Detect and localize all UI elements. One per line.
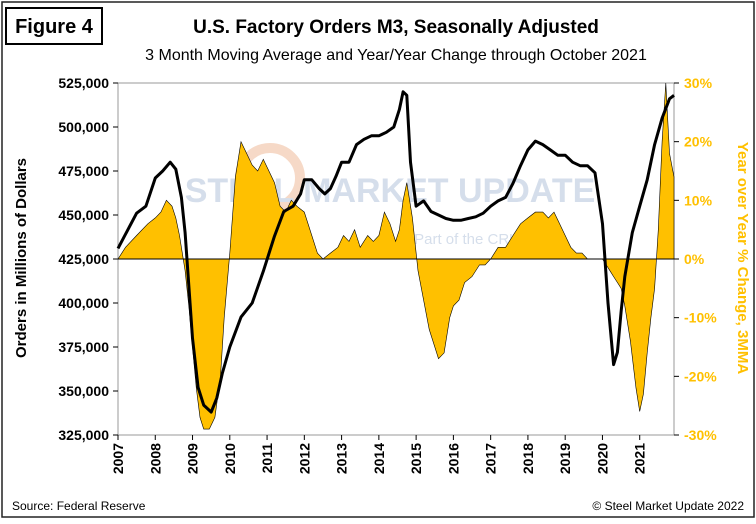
y-tick-label: 525,000 [58, 75, 109, 91]
x-tick-label: 2013 [334, 443, 350, 474]
chart-title: U.S. Factory Orders M3, Seasonally Adjus… [193, 17, 599, 38]
orders-line [116, 90, 675, 414]
y-tick-label: 475,000 [58, 163, 109, 179]
x-tick-label: 2018 [520, 443, 536, 474]
x-tick-label: 2010 [222, 443, 238, 474]
x-tick-label: 2019 [557, 443, 573, 474]
y-tick-label: 375,000 [58, 339, 109, 355]
orders-line-path [116, 90, 675, 414]
y-tick-label: 425,000 [58, 251, 109, 267]
yoy-change-area-path [117, 82, 675, 430]
x-tick-label: 2007 [110, 443, 126, 474]
x-tick-label: 2021 [632, 443, 648, 474]
y2-axis-title: Year over Year % Change, 3MMA [734, 142, 751, 374]
x-tick-label: 2009 [185, 443, 201, 474]
x-tick-label: 2008 [147, 443, 163, 474]
x-tick-label: 2015 [408, 443, 424, 474]
right-axis-ticks: 30% 20% 10% 0% -10% -20% -30% [674, 75, 717, 443]
x-tick-label: 2020 [594, 443, 610, 474]
y-tick-label: 350,000 [58, 383, 109, 399]
y-tick-label: 500,000 [58, 119, 109, 135]
x-tick-label: 2016 [445, 443, 461, 474]
x-axis-ticks: 2007 2008 2009 2010 2011 2012 2013 2014 2015 2016… [110, 435, 648, 474]
y2-tick-label: 0% [684, 251, 705, 267]
x-tick-label: 2012 [296, 443, 312, 474]
y2-tick-label: -10% [684, 310, 717, 326]
y2-tick-label: -20% [684, 368, 717, 384]
x-tick-label: 2011 [259, 443, 275, 474]
y-axis-title: Orders in Millions of Dollars [13, 158, 30, 358]
source-note: Source: Federal Reserve [12, 499, 146, 513]
chart-subtitle: 3 Month Moving Average and Year/Year Cha… [145, 47, 647, 64]
y2-tick-label: 20% [684, 134, 713, 150]
y-tick-label: 450,000 [58, 207, 109, 223]
yoy-change-area [117, 82, 675, 430]
y2-tick-label: 30% [684, 75, 713, 91]
y2-tick-label: -30% [684, 427, 717, 443]
y-tick-label: 325,000 [58, 427, 109, 443]
figure-label: Figure 4 [15, 16, 94, 38]
left-axis-ticks: 325,000 350,000 375,000 400,000 425,000 450,0… [58, 75, 118, 443]
x-tick-label: 2017 [483, 443, 499, 474]
y2-tick-label: 10% [684, 192, 713, 208]
figure-label-box [5, 7, 103, 45]
x-tick-label: 2014 [371, 443, 387, 474]
copyright-note: © Steel Market Update 2022 [592, 499, 744, 513]
y-tick-label: 400,000 [58, 295, 109, 311]
